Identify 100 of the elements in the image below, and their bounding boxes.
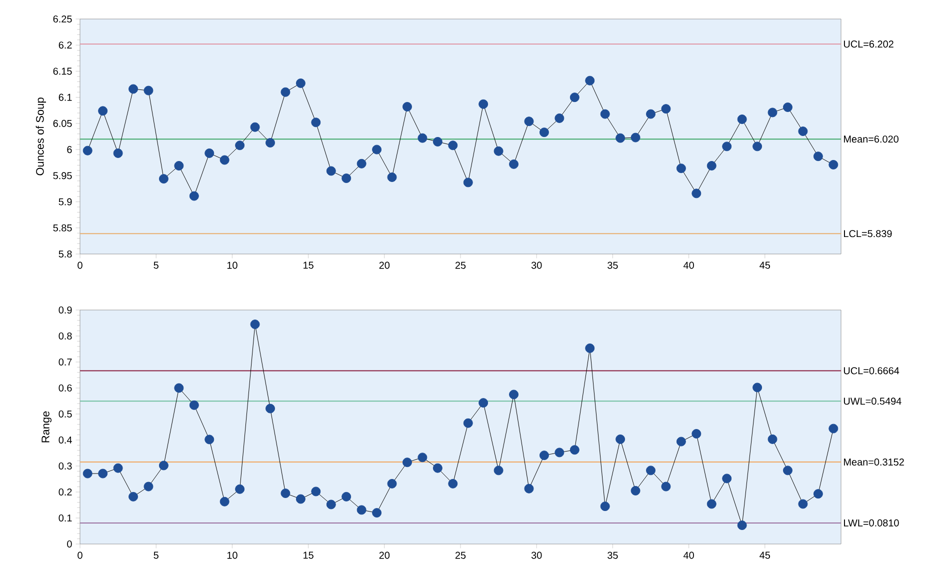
ref-line-label: UCL=6.202 — [844, 40, 894, 48]
point — [128, 84, 138, 94]
y-axis-title: Ounces of Soup — [36, 98, 46, 176]
point — [356, 505, 366, 515]
point — [189, 191, 199, 201]
point — [266, 138, 275, 148]
point — [737, 520, 747, 530]
point — [554, 113, 564, 123]
point — [706, 161, 716, 170]
point — [478, 99, 488, 109]
point — [311, 486, 321, 496]
point — [692, 188, 702, 198]
point — [418, 452, 428, 462]
point — [432, 463, 442, 473]
point — [539, 450, 549, 460]
point — [158, 460, 168, 470]
point — [402, 458, 412, 468]
point — [554, 448, 564, 458]
point — [296, 494, 306, 504]
point — [646, 109, 656, 119]
point — [158, 174, 168, 184]
point — [387, 172, 397, 182]
y-tick-label: 0.6 — [58, 384, 72, 392]
x-tick-label: 35 — [608, 262, 618, 269]
point — [326, 500, 336, 510]
point — [204, 148, 214, 158]
point — [189, 400, 199, 410]
point — [676, 164, 686, 174]
point — [448, 478, 458, 488]
point — [737, 114, 747, 124]
point — [692, 429, 702, 438]
x-tick-label: 40 — [683, 262, 694, 269]
y-tick-label: 0.2 — [58, 488, 72, 496]
point — [266, 404, 275, 414]
x-tick-label: 15 — [304, 262, 314, 269]
x-tick-label: 25 — [455, 262, 466, 269]
point — [432, 136, 442, 146]
ref-line-label: LCL=5.839 — [844, 230, 892, 238]
x-tick-label: 5 — [154, 552, 158, 559]
y-tick-label: 0.5 — [58, 410, 72, 418]
x-tick-label: 45 — [760, 262, 770, 269]
x-tick-label: 15 — [304, 552, 314, 559]
y-tick-label: 0 — [67, 540, 72, 548]
point — [98, 106, 108, 116]
point — [144, 86, 154, 96]
point — [235, 484, 245, 494]
point — [402, 102, 412, 112]
point — [585, 76, 595, 86]
ref-line-label: Mean=6.020 — [844, 136, 898, 143]
point — [828, 424, 838, 434]
point — [768, 434, 778, 444]
point — [813, 489, 823, 499]
point — [798, 499, 808, 509]
point — [539, 128, 549, 138]
x-tick-label: 25 — [455, 552, 466, 559]
x-tick-label: 10 — [227, 262, 238, 269]
point — [630, 132, 640, 142]
point — [387, 478, 397, 488]
point — [646, 466, 656, 476]
x-tick-label: 35 — [608, 552, 618, 559]
point — [661, 104, 671, 114]
point — [250, 320, 260, 330]
y-tick-label: 6.15 — [53, 68, 72, 75]
point — [570, 92, 580, 102]
point — [98, 468, 108, 478]
point — [342, 174, 352, 184]
ref-line-label: LWL=0.0810 — [844, 519, 899, 526]
y-tick-label: 0.4 — [58, 436, 72, 444]
point — [113, 148, 123, 158]
x-tick-label: 40 — [683, 552, 694, 559]
point — [296, 78, 306, 88]
point — [144, 482, 154, 492]
point — [448, 140, 458, 150]
point — [706, 499, 716, 509]
y-tick-label: 0.3 — [58, 462, 72, 470]
point — [326, 166, 336, 176]
x-tick-label: 30 — [531, 262, 542, 269]
point — [204, 434, 214, 444]
ref-line-label: UCL=0.6664 — [844, 367, 900, 374]
point — [250, 122, 260, 132]
point — [722, 474, 732, 484]
point — [600, 502, 610, 512]
point — [524, 484, 534, 494]
point — [82, 146, 92, 156]
point — [342, 492, 352, 502]
point — [280, 87, 290, 97]
point — [174, 161, 184, 170]
point — [722, 142, 732, 152]
point — [113, 463, 123, 473]
y-axis-title: Range — [42, 411, 52, 442]
point — [616, 434, 626, 444]
point — [600, 109, 610, 119]
point — [524, 116, 534, 126]
y-tick-label: 6.05 — [53, 120, 72, 127]
x-tick-label: 10 — [227, 552, 238, 559]
y-tick-label: 0.9 — [58, 306, 72, 314]
point — [616, 133, 626, 143]
point — [585, 343, 595, 353]
point — [128, 492, 138, 502]
point — [220, 496, 230, 506]
